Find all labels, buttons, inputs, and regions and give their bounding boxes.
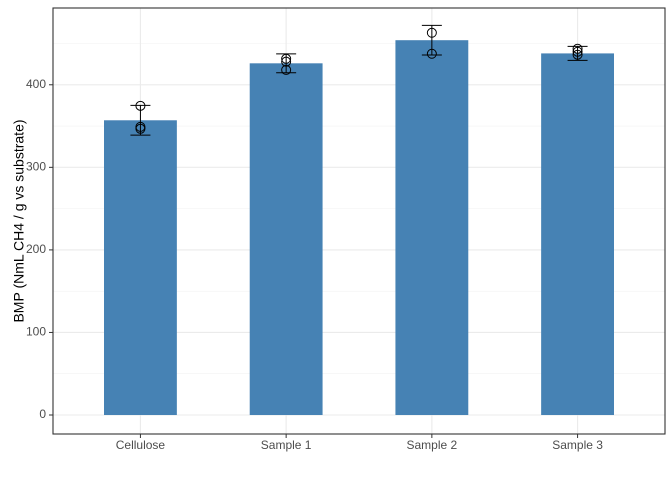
data-point [572, 43, 583, 54]
bar [104, 120, 177, 416]
data-point [135, 100, 146, 111]
y-tick-label: 100 [26, 325, 46, 339]
data-point [281, 56, 292, 67]
x-tick-label: Cellulose [116, 438, 166, 452]
y-tick-label: 300 [26, 160, 46, 174]
data-point [426, 27, 437, 38]
data-point [426, 48, 437, 59]
data-point [135, 123, 146, 134]
bar [395, 40, 469, 416]
x-tick-label: Sample 2 [407, 438, 458, 452]
x-tick-label: Sample 1 [261, 438, 312, 452]
y-tick-label: 200 [26, 242, 46, 256]
data-point [281, 64, 292, 75]
y-axis-title: BMP (NmL CH4 / g vs substrate) [11, 119, 27, 322]
data-point [572, 49, 583, 60]
y-tick-label: 0 [39, 407, 46, 421]
panel-border [52, 7, 666, 435]
y-tick-label: 400 [26, 77, 46, 91]
bar [249, 63, 323, 416]
data-point [572, 46, 583, 57]
x-tick-label: Sample 3 [552, 438, 603, 452]
data-point [281, 53, 292, 64]
error-bar [421, 24, 442, 56]
bar [541, 53, 614, 416]
